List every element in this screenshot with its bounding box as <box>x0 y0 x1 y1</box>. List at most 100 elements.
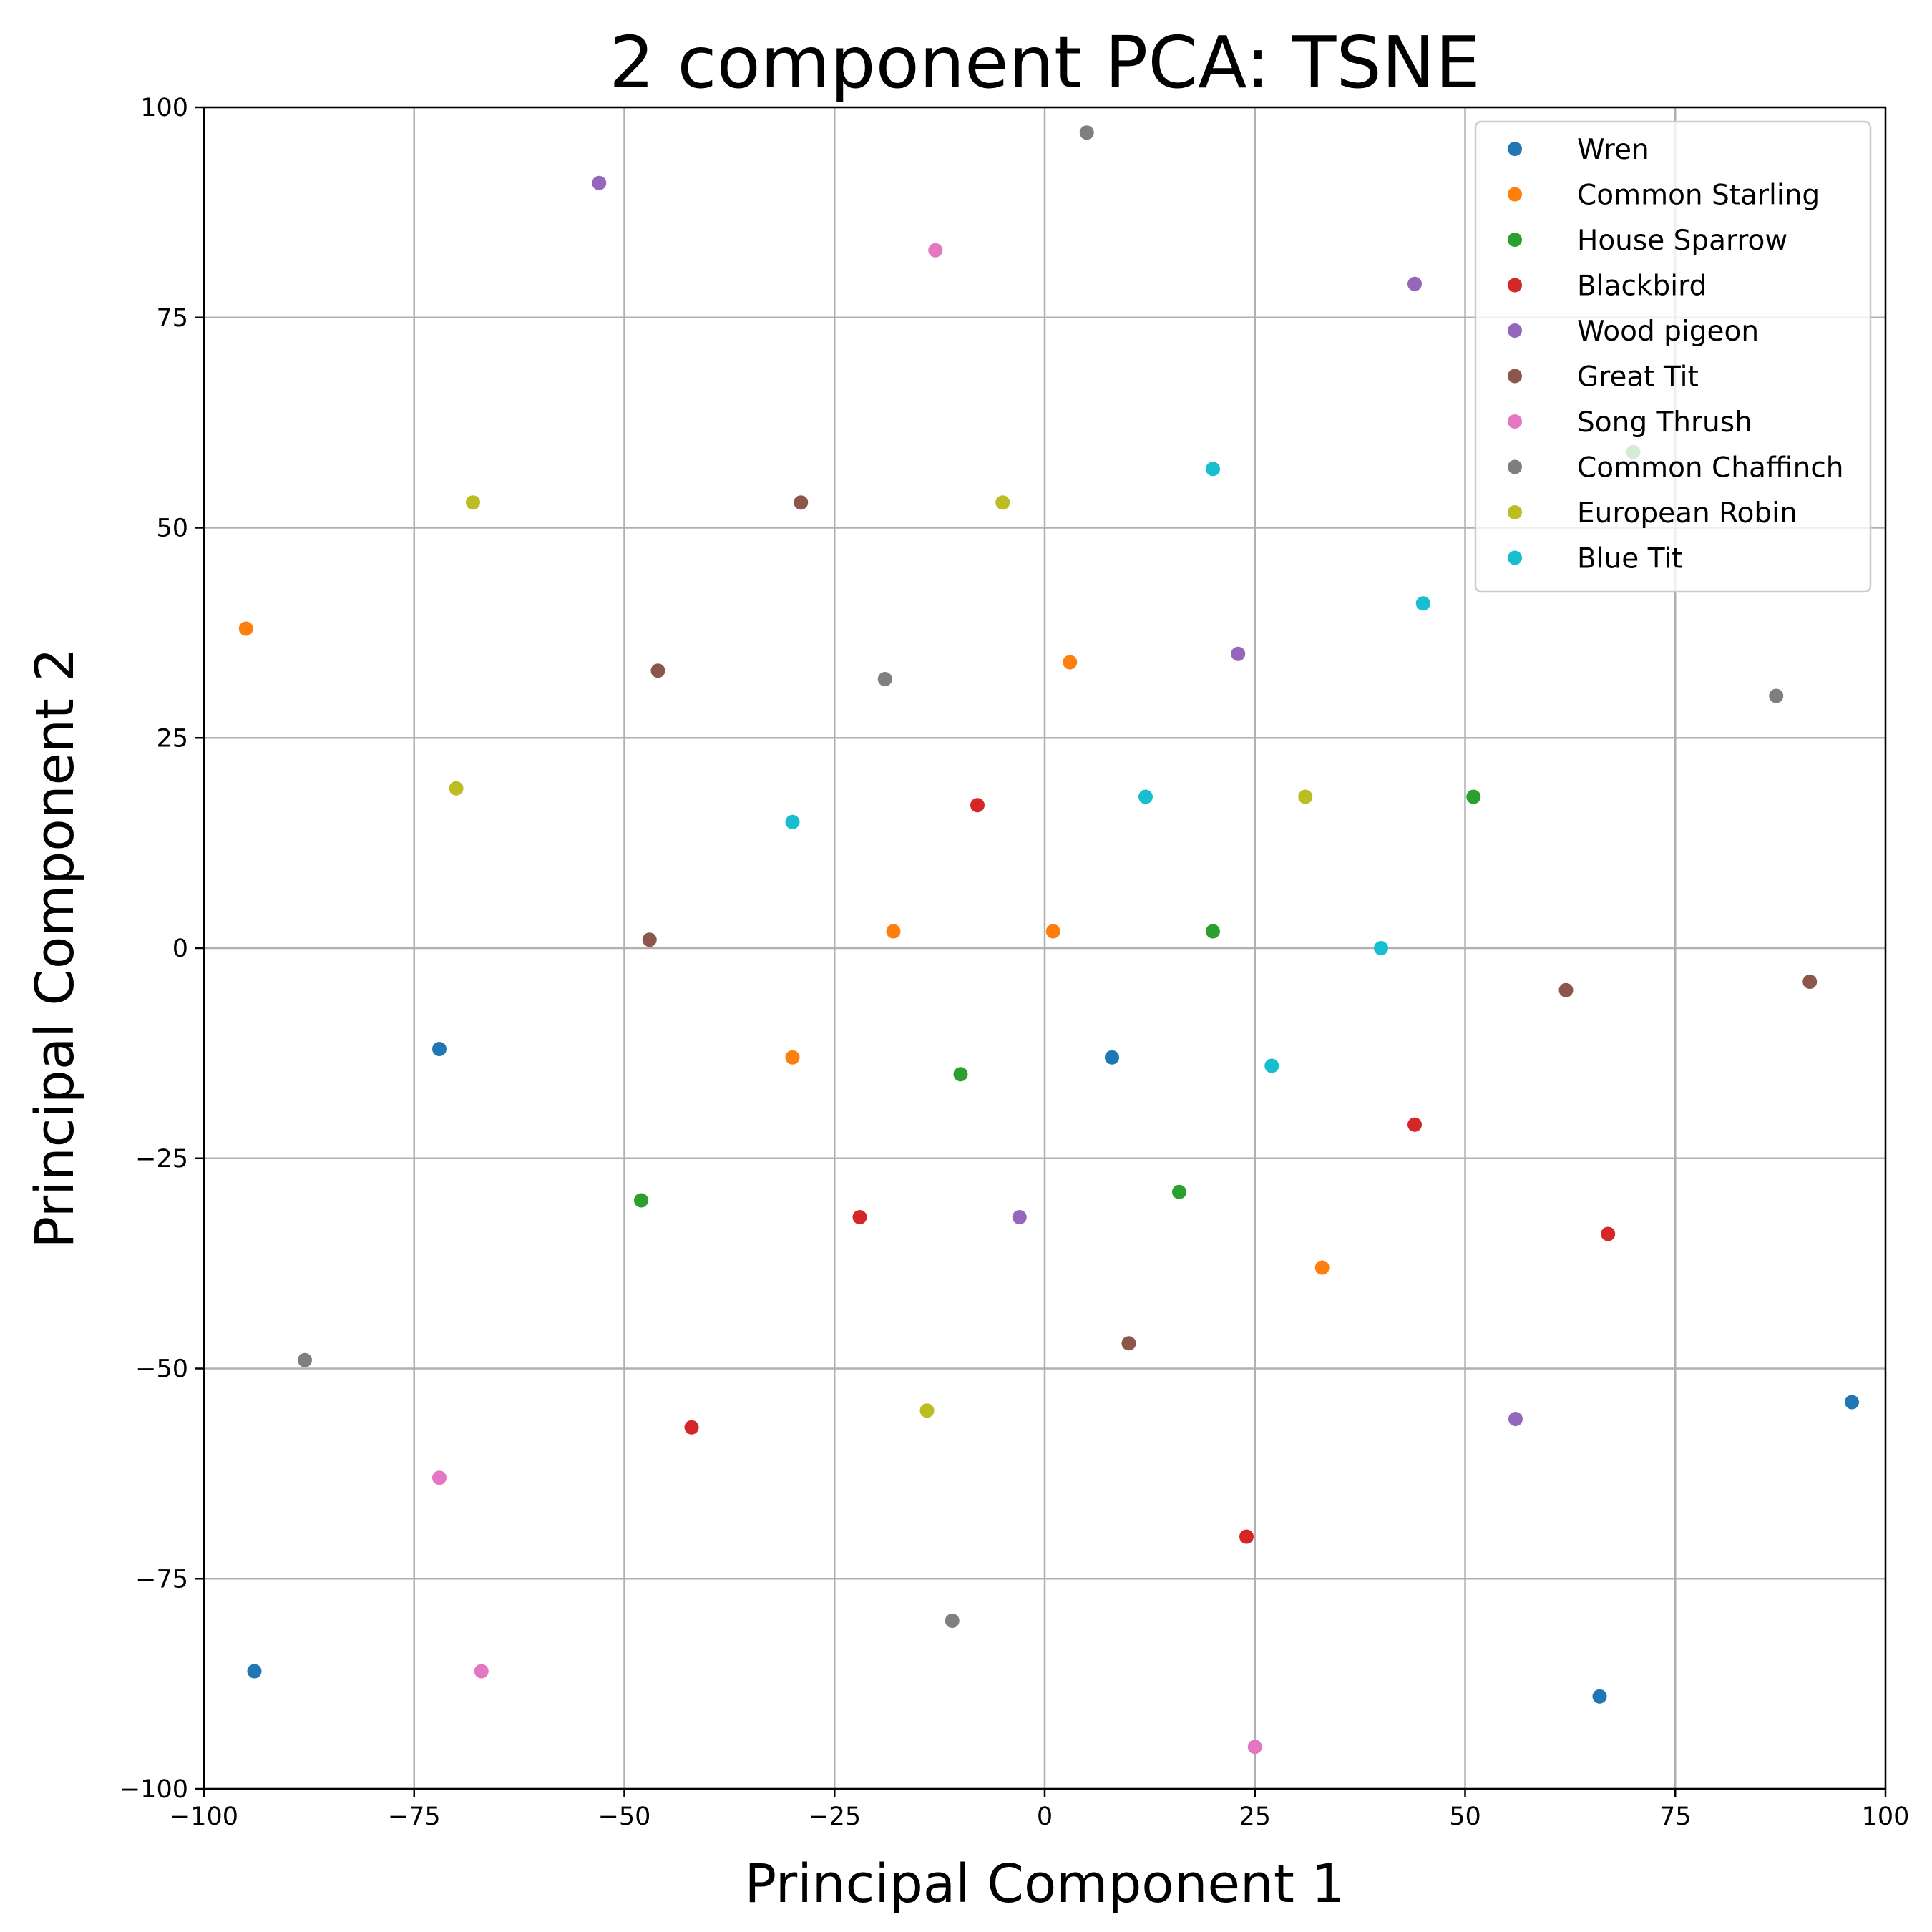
series-common-chaffinch <box>298 125 1784 1628</box>
legend-label: Blue Tit <box>1577 543 1682 575</box>
data-point <box>1558 982 1574 997</box>
series-wren <box>247 1042 1859 1704</box>
data-point <box>1415 596 1430 611</box>
data-point <box>970 798 985 813</box>
data-point <box>432 1042 447 1056</box>
legend-label: Wood pigeon <box>1577 316 1759 348</box>
data-point <box>945 1614 960 1628</box>
data-point <box>642 932 657 947</box>
data-point <box>1231 646 1246 661</box>
legend-marker <box>1508 459 1522 474</box>
legend-marker <box>1508 550 1522 565</box>
data-point <box>785 1050 800 1065</box>
data-point <box>1508 1412 1523 1426</box>
x-tick-label: 0 <box>1037 1802 1053 1831</box>
data-point <box>684 1420 699 1435</box>
x-tick-label: −25 <box>808 1802 861 1831</box>
legend-label: Wren <box>1577 134 1649 166</box>
data-points <box>238 125 1859 1755</box>
x-axis-label: Principal Component 1 <box>744 1853 1345 1915</box>
legend-label: European Robin <box>1577 497 1797 530</box>
legend-marker <box>1508 414 1522 429</box>
data-point <box>1314 1260 1330 1275</box>
data-point <box>298 1352 312 1367</box>
data-point <box>1264 1058 1279 1073</box>
data-point <box>634 1193 648 1208</box>
y-tick-label: 75 <box>156 304 188 333</box>
axis-ticks: −100 −75 −50 −25 0 25 50 75 100 −100 −75 −50 −25 0 25 5… <box>119 94 1910 1831</box>
y-tick-label: 50 <box>156 514 188 543</box>
data-point <box>1172 1184 1186 1199</box>
y-tick-label: 25 <box>156 724 188 753</box>
data-point <box>1374 941 1388 955</box>
data-point <box>247 1664 262 1679</box>
data-point <box>1105 1050 1119 1065</box>
data-point <box>1298 789 1313 804</box>
legend-marker <box>1508 278 1522 293</box>
legend-marker <box>1508 187 1522 202</box>
legend-label: Great Tit <box>1577 361 1699 394</box>
series-house-sparrow <box>634 444 1641 1208</box>
legend-label: Song Thrush <box>1577 406 1752 439</box>
data-point <box>928 243 943 258</box>
x-tick-label: 75 <box>1659 1802 1692 1831</box>
legend-marker <box>1508 505 1522 519</box>
data-point <box>1121 1336 1136 1351</box>
data-point <box>238 621 253 636</box>
data-point <box>877 672 892 686</box>
data-point <box>449 781 464 796</box>
data-point <box>794 495 809 510</box>
data-point <box>785 814 800 829</box>
legend-label: Common Starling <box>1577 180 1820 212</box>
x-tick-label: 50 <box>1449 1802 1481 1831</box>
data-point <box>474 1664 489 1679</box>
y-tick-label: −25 <box>135 1145 188 1174</box>
y-tick-label: −50 <box>135 1355 188 1384</box>
data-point <box>1045 924 1060 939</box>
data-point <box>1247 1740 1262 1755</box>
data-point <box>1079 125 1094 140</box>
data-point <box>1012 1210 1027 1224</box>
legend-box <box>1474 120 1872 593</box>
data-point <box>592 175 607 190</box>
data-point <box>1601 1226 1616 1241</box>
legend-label: Common Chaffinch <box>1577 452 1843 484</box>
y-tick-label: 100 <box>140 94 188 122</box>
data-point <box>852 1210 867 1224</box>
x-tick-label: 25 <box>1239 1802 1271 1831</box>
data-point <box>466 495 480 510</box>
legend-label: Blackbird <box>1577 270 1707 303</box>
series-great-tit <box>642 495 1818 1351</box>
data-point <box>650 663 665 678</box>
legend-marker <box>1508 233 1522 247</box>
data-point <box>1407 276 1422 291</box>
y-tick-label: 0 <box>172 935 188 963</box>
series-song-thrush <box>432 243 1262 1755</box>
data-point <box>953 1067 968 1082</box>
data-point <box>1239 1529 1254 1544</box>
data-point <box>1769 688 1784 703</box>
data-point <box>886 924 901 939</box>
y-axis-label: Principal Component 2 <box>24 648 86 1248</box>
legend-marker <box>1508 323 1522 338</box>
series-european-robin <box>449 495 1313 1418</box>
data-point <box>1138 789 1153 804</box>
data-point <box>432 1470 447 1485</box>
data-point <box>1206 462 1220 477</box>
data-point <box>919 1403 935 1418</box>
legend: Wren Common Starling House Sparrow Blackbir… <box>1474 120 1872 593</box>
data-point <box>1592 1689 1607 1704</box>
data-point <box>1206 924 1220 939</box>
legend-marker <box>1508 369 1522 384</box>
data-point <box>1845 1395 1859 1410</box>
series-common-starling <box>238 621 1330 1275</box>
data-point <box>1802 975 1818 989</box>
x-tick-label: −75 <box>388 1802 441 1831</box>
x-tick-label: −100 <box>170 1802 238 1831</box>
data-point <box>1466 789 1481 804</box>
legend-label: House Sparrow <box>1577 225 1787 257</box>
x-tick-label: 100 <box>1862 1802 1910 1831</box>
data-point <box>1063 655 1078 670</box>
data-point <box>1407 1117 1422 1132</box>
